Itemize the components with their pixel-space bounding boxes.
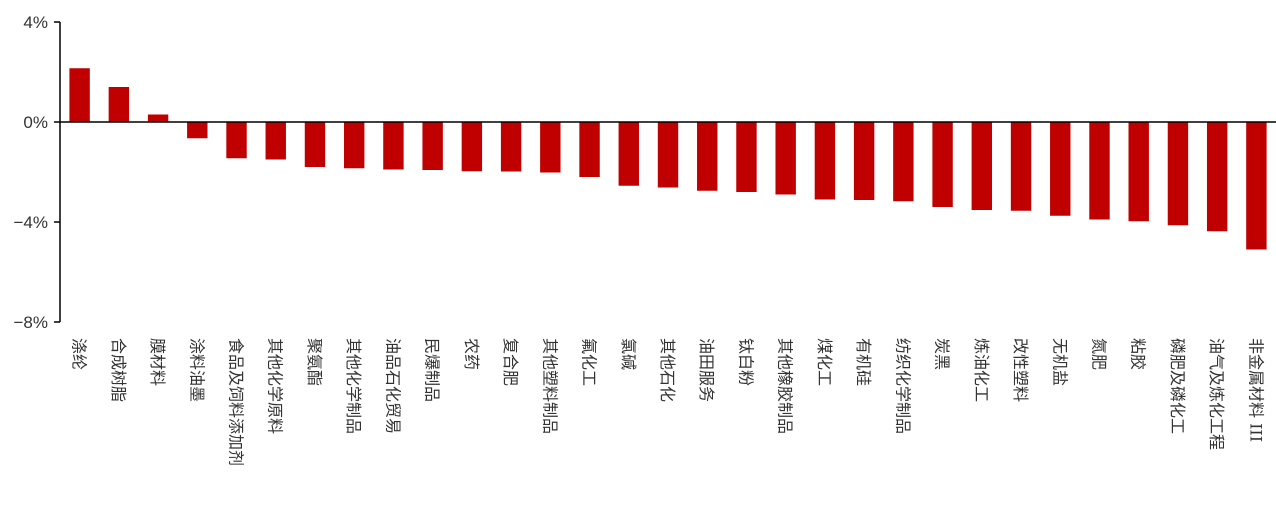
bar (69, 68, 90, 122)
category-label: 油田服务 (697, 338, 716, 402)
bar (893, 122, 914, 202)
bar (579, 122, 600, 177)
bar (736, 122, 757, 192)
category-label: 复合肥 (501, 338, 520, 386)
bar (1050, 122, 1071, 216)
bar (853, 122, 875, 200)
bar (500, 122, 522, 172)
bar (461, 122, 483, 172)
category-label: 粘胶 (1129, 338, 1148, 370)
bar (618, 122, 639, 186)
bar (147, 114, 169, 122)
bar (422, 122, 443, 170)
bar (971, 122, 993, 210)
bar (1010, 122, 1032, 211)
bar (1128, 122, 1149, 222)
bar (814, 122, 836, 200)
bar (108, 87, 130, 122)
category-label: 炭黑 (933, 338, 952, 370)
category-label: 有机硅 (854, 338, 873, 386)
category-label: 无机盐 (1050, 338, 1069, 386)
bars-group (69, 68, 1267, 250)
bar (1206, 122, 1228, 232)
bar (226, 122, 247, 159)
category-label: 钛白粉 (736, 338, 755, 386)
category-label: 改性塑料 (1011, 338, 1030, 402)
bar (343, 122, 365, 169)
bar (697, 122, 718, 191)
category-label: 油气及炼化工程 (1207, 338, 1226, 450)
bar (932, 122, 953, 207)
bar (775, 122, 796, 195)
bar (1246, 122, 1267, 250)
y-tick-label: 0% (23, 113, 48, 132)
bar (657, 122, 679, 188)
category-label: 纺织化学制品 (893, 338, 912, 434)
category-label: 其他化学原料 (266, 338, 285, 434)
category-label: 合成树脂 (109, 338, 128, 402)
category-label: 氯碱 (619, 338, 638, 370)
category-label: 涂料油墨 (187, 338, 206, 402)
category-label: 聚氨酯 (305, 338, 324, 386)
category-label: 其他塑料制品 (540, 338, 559, 434)
category-label: 其他化学制品 (344, 338, 363, 434)
category-label: 油品石化贸易 (383, 338, 402, 434)
category-label: 磷肥及磷化工 (1168, 338, 1187, 434)
category-label: 氟化工 (580, 338, 599, 386)
bar (383, 122, 404, 170)
category-label: 其他石化 (658, 338, 677, 402)
bar (1089, 122, 1110, 220)
category-label: 氮肥 (1089, 338, 1108, 370)
bar (540, 122, 561, 173)
y-tick-label: −8% (14, 313, 49, 332)
category-label: 膜材料 (148, 338, 167, 386)
bar (187, 122, 208, 139)
category-label: 民爆制品 (423, 338, 442, 402)
bar (265, 122, 286, 160)
category-label: 涤纶 (70, 338, 89, 370)
category-label: 非金属材料 III (1246, 338, 1265, 442)
y-tick-label: −4% (14, 213, 49, 232)
category-labels: 涤纶 合成树脂 膜材料 涂料油墨 食品及饲料添加剂 其他化学原料 聚氨酯 其他化学制品 油品石化… (70, 338, 1266, 466)
category-label: 农药 (462, 338, 481, 370)
category-label: 炼油化工 (972, 338, 991, 402)
y-tick-labels: 4% 0% −4% −8% (14, 13, 49, 332)
y-tick-label: 4% (23, 13, 48, 32)
bar (1167, 122, 1189, 226)
category-label: 煤化工 (815, 338, 834, 386)
category-label: 食品及饲料添加剂 (227, 338, 246, 466)
category-label: 其他橡胶制品 (776, 338, 795, 434)
axes-group (54, 21, 1276, 323)
bar (304, 122, 326, 167)
